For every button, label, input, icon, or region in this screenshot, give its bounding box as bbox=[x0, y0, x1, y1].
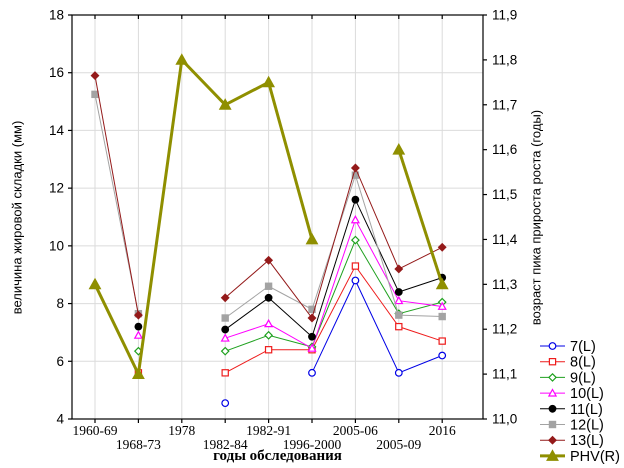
legend-label: 10(L) bbox=[570, 386, 604, 402]
legend-item-8L: 8(L) bbox=[540, 355, 596, 371]
left-tick-label: 14 bbox=[49, 123, 65, 138]
x-tick-label: 1982-84 bbox=[203, 437, 248, 452]
legend-label: PHV(R) bbox=[570, 449, 620, 465]
right-tick-label: 11,2 bbox=[492, 322, 517, 337]
right-tick-label: 11,9 bbox=[492, 8, 517, 23]
legend-item-11L: 11(L) bbox=[540, 402, 603, 418]
legend-item-12L: 12(L) bbox=[540, 418, 604, 434]
legend-item-7L: 7(L) bbox=[540, 339, 596, 355]
x-axis-title: годы обследования bbox=[213, 448, 342, 464]
plot-frame: 4 6 8 10 12 14 16 18 11,0 11,1 11,2 11,3 11,4 11,5 11,… bbox=[49, 8, 518, 453]
grid bbox=[72, 15, 483, 419]
left-tick-label: 12 bbox=[49, 181, 64, 196]
right-tick-label: 11,8 bbox=[492, 52, 517, 67]
right-tick-label: 11,5 bbox=[492, 187, 517, 202]
legend-item-9L: 9(L) bbox=[540, 370, 596, 386]
left-tick-label: 4 bbox=[56, 412, 64, 427]
right-tick-label: 11,4 bbox=[492, 232, 518, 247]
legend-item-PHVR: PHV(R) bbox=[540, 449, 620, 465]
left-axis-title: величина жировой складки (мм) bbox=[9, 120, 25, 315]
series-13L bbox=[90, 71, 447, 323]
x-tick-label: 1968-73 bbox=[116, 437, 161, 452]
left-tick-label: 18 bbox=[49, 8, 64, 23]
left-tick-label: 8 bbox=[56, 296, 64, 311]
x-tick-label: 1978 bbox=[168, 423, 195, 438]
legend-label: 12(L) bbox=[570, 418, 604, 434]
series-7L bbox=[221, 276, 447, 408]
x-tick-label: 2005-06 bbox=[333, 423, 378, 438]
legend-label: 11(L) bbox=[570, 402, 603, 418]
left-tick-label: 6 bbox=[56, 354, 64, 369]
series-8L bbox=[134, 262, 446, 377]
right-tick-label: 11,0 bbox=[492, 412, 517, 427]
legend-item-13L: 13(L) bbox=[540, 433, 604, 449]
x-tick-label: 2016 bbox=[429, 423, 456, 438]
series-PHVR bbox=[88, 53, 449, 380]
x-tick-label: 1996-2000 bbox=[283, 437, 342, 452]
x-tick-label: 1960-69 bbox=[73, 423, 118, 438]
legend-label: 8(L) bbox=[570, 355, 596, 371]
legend-label: 13(L) bbox=[570, 433, 604, 449]
right-tick-label: 11,7 bbox=[492, 97, 517, 112]
legend-label: 7(L) bbox=[570, 339, 596, 355]
x-tick-label: 1982-91 bbox=[246, 423, 291, 438]
right-tick-label: 11,6 bbox=[492, 142, 517, 157]
left-tick-label: 16 bbox=[49, 65, 64, 80]
right-axis-title: возраст пика прироста роста (годы) bbox=[528, 109, 544, 326]
legend-label: 9(L) bbox=[570, 370, 596, 386]
legend-item-10L: 10(L) bbox=[540, 386, 604, 402]
series-11L bbox=[134, 195, 447, 341]
x-tick-label: 2005-09 bbox=[376, 437, 421, 452]
right-tick-label: 11,1 bbox=[492, 367, 517, 382]
series-10L bbox=[133, 215, 447, 352]
left-tick-label: 10 bbox=[49, 238, 64, 253]
legend: 7(L)8(L)9(L)10(L)11(L)12(L)13(L)PHV(R) bbox=[540, 339, 620, 465]
right-tick-label: 11,3 bbox=[492, 277, 517, 292]
